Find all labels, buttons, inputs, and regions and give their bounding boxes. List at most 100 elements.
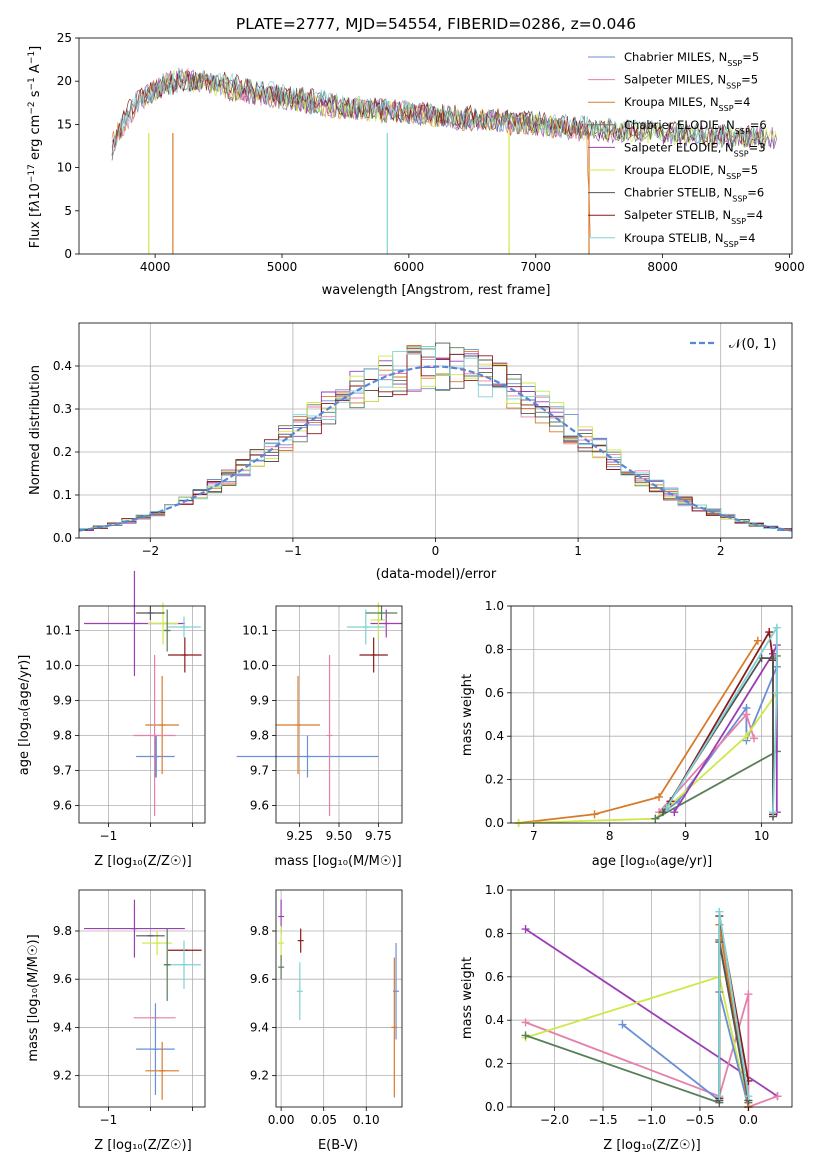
spectrum-xtick-label: 8000 <box>647 260 678 274</box>
gaussian-legend: 𝒩(0, 1) <box>690 337 776 352</box>
spectrum-series-line <box>111 69 765 154</box>
ytick-label: 9.7 <box>53 764 72 778</box>
mass-weight-line <box>518 640 759 824</box>
plus-marker <box>772 688 781 697</box>
axes-frame <box>78 889 206 1108</box>
mass-weight-Z-ylabel: mass weight <box>460 957 475 1039</box>
plus-marker <box>655 792 664 801</box>
plus-marker <box>769 654 778 663</box>
ytick-label: 0.2 <box>485 773 504 787</box>
legend-label: Chabrier ELODIE, NSSP=6 <box>624 118 767 136</box>
ytick-label: 1.0 <box>485 883 504 897</box>
spectrum-xtick-label: 7000 <box>520 260 551 274</box>
legend-label: Kroupa ELODIE, NSSP=5 <box>624 163 758 181</box>
ytick-label: 9.8 <box>53 729 72 743</box>
legend-label: Chabrier MILES, NSSP=5 <box>624 50 759 68</box>
spectrum-ytick-label: 10 <box>57 161 72 175</box>
legend-label: Kroupa STELIB, NSSP=4 <box>624 231 755 249</box>
axes-frame <box>510 605 793 824</box>
spectrum-xlabel: wavelength [Angstrom, rest frame] <box>322 283 551 298</box>
residual-xtick-label: 2 <box>717 544 725 558</box>
mass-weight-age-ylabel: mass weight <box>460 674 475 756</box>
plus-marker <box>590 810 599 819</box>
plus-marker <box>651 814 660 823</box>
xtick-label: 10 <box>754 829 769 843</box>
plus-marker <box>772 623 781 632</box>
legend-label: Chabrier STELIB, NSSP=6 <box>624 186 764 204</box>
xtick-label: 9.25 <box>286 829 313 843</box>
plus-marker <box>662 803 671 812</box>
plus-marker <box>618 1020 627 1029</box>
mass-weight-line <box>665 624 778 813</box>
spectrum-series-line <box>111 69 591 237</box>
legend-label: Salpeter STELIB, NSSP=4 <box>624 208 763 226</box>
plus-marker <box>765 628 774 637</box>
ytick-label: 1.0 <box>485 599 504 613</box>
plus-marker <box>753 636 762 645</box>
spectrum-xtick-label: 9000 <box>774 260 805 274</box>
plus-marker <box>670 808 679 817</box>
mass-weight-age-panel: 7 8 9 10 0.0 0.2 0.4 0.6 0.8 1.0 age [log₁₀(age/y… <box>460 599 793 869</box>
spectrum-ytick-label: 25 <box>57 31 72 45</box>
xtick-label: 0.05 <box>310 1113 337 1127</box>
plus-marker <box>773 1092 782 1101</box>
ytick-label: 0.2 <box>485 1057 504 1071</box>
xtick-label: 9 <box>682 829 690 843</box>
plus-marker <box>715 907 724 916</box>
mass-weight-line <box>518 689 778 824</box>
xtick-label: 0.10 <box>353 1113 380 1127</box>
ytick-label: 9.6 <box>53 799 72 813</box>
xtick-label: 8 <box>606 829 614 843</box>
ytick-label: 0.4 <box>485 1013 504 1027</box>
ytick-label: 9.6 <box>53 972 72 986</box>
figure-title: PLATE=2777, MJD=54554, FIBERID=0286, z=0… <box>236 15 636 33</box>
legend-label: Salpeter ELODIE, NSSP=3 <box>624 140 766 158</box>
spectrum-xtick-label: 5000 <box>267 260 298 274</box>
residual-xtick-label: −1 <box>284 544 302 558</box>
mass-weight-line <box>718 941 750 1101</box>
plus-marker <box>715 1092 724 1101</box>
residual-ytick-label: 0.3 <box>53 402 72 416</box>
ytick-label: 9.6 <box>250 972 269 986</box>
mass-weight-line <box>718 911 750 1097</box>
mass-weight-line <box>525 928 778 1097</box>
ytick-label: 9.6 <box>250 799 269 813</box>
ytick-label: 0.0 <box>485 1100 504 1114</box>
xtick-label: 9.50 <box>326 829 353 843</box>
axes-frame <box>78 605 206 824</box>
xtick-label: 0.0 <box>739 1113 758 1127</box>
age-vs-Z-xlabel: Z [log₁₀(Z/Z☉)] <box>94 854 191 869</box>
residual-ytick-label: 0.1 <box>53 488 72 502</box>
mass-weight-age-xlabel: age [log₁₀(age/yr)] <box>592 854 713 869</box>
spectrum-series-line <box>142 70 778 150</box>
residual-ytick-label: 0.4 <box>53 359 72 373</box>
ytick-label: 10.1 <box>45 624 72 638</box>
mass-vs-Z-ylabel: mass [log₁₀(M/M☉)] <box>26 934 41 1061</box>
gaussian-legend-label: 𝒩(0, 1) <box>729 337 776 352</box>
legend-label: Kroupa MILES, NSSP=4 <box>624 95 750 113</box>
ytick-label: 9.9 <box>250 694 269 708</box>
residual-xtick-label: 0 <box>432 544 440 558</box>
xtick-label: −0.5 <box>685 1113 714 1127</box>
mass-vs-Z-panel: −1 9.2 9.4 9.6 9.8 Z [log₁₀(Z/Z☉)] mass [log… <box>26 889 206 1153</box>
mass-weight-line <box>525 939 750 1104</box>
spectrum-xtick-label: 6000 <box>394 260 425 274</box>
mass-vs-ebv-panel: 0.00 0.05 0.10 9.2 9.4 9.6 9.8 E(B-V) <box>250 889 403 1153</box>
spectrum-xtick-label: 4000 <box>140 260 171 274</box>
plus-marker <box>521 1018 530 1027</box>
xtick-label: 9.75 <box>365 829 392 843</box>
xtick-label: −1 <box>100 1113 118 1127</box>
axes-frame <box>275 889 403 1108</box>
plus-marker <box>769 808 778 817</box>
mass-weight-line <box>662 657 774 817</box>
gaussian-curve <box>78 365 793 532</box>
mass-weight-line <box>621 991 750 1108</box>
mass-weight-Z-panel: −2.0 −1.5 −1.0 −0.5 0.0 0.0 0.2 0.4 0.6 0.8 1.0 Z … <box>460 883 793 1153</box>
plus-marker <box>521 925 530 934</box>
spectrum-legend: Chabrier MILES, NSSP=5 Salpeter MILES, NS… <box>588 50 767 248</box>
plus-marker <box>658 808 667 817</box>
ytick-label: 0.0 <box>485 816 504 830</box>
ytick-label: 0.4 <box>485 729 504 743</box>
mass-weight-line <box>673 644 778 813</box>
